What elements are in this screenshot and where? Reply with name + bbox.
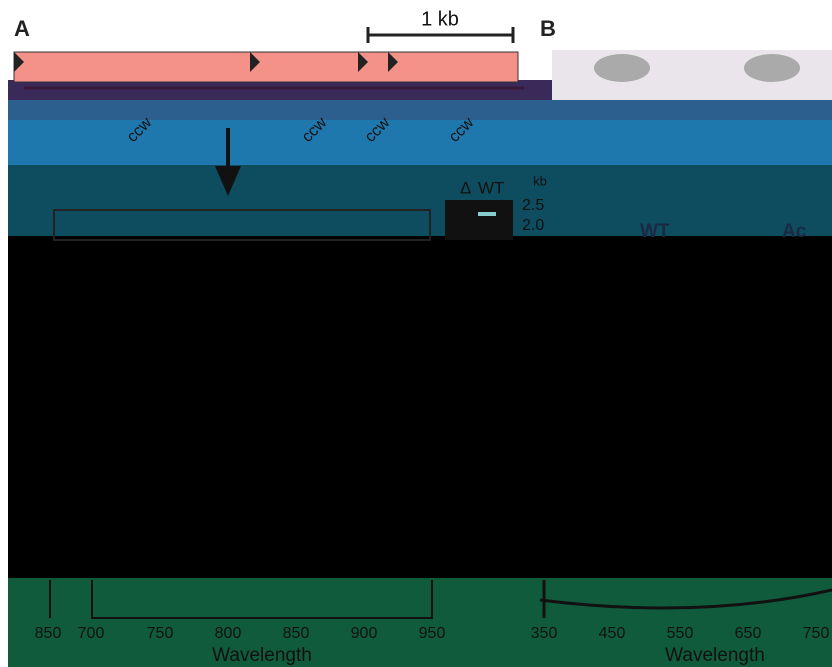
- panel-label: A: [14, 16, 30, 41]
- photo-label: WT: [640, 221, 670, 242]
- band: [8, 236, 832, 578]
- panel-label: B: [540, 16, 556, 41]
- x-tick-label: 700: [78, 625, 105, 642]
- gel-lane: WT: [478, 178, 504, 197]
- x-tick-label: 550: [667, 625, 694, 642]
- x-tick-label: 350: [531, 625, 558, 642]
- gel-marker: 2.0: [522, 217, 544, 234]
- photo-cap: [744, 54, 800, 82]
- x-tick-label: 900: [351, 625, 378, 642]
- x-tick-label: 650: [735, 625, 762, 642]
- band: [8, 100, 832, 122]
- gel-unit: kb: [533, 173, 547, 188]
- gene-track: [14, 52, 518, 82]
- x-tick-label: 800: [215, 625, 242, 642]
- x-tick-label: 850: [35, 625, 62, 642]
- x-axis-label: Wavelength: [665, 645, 765, 666]
- figure: A B 1 kb ccw ccw ccw ccw Δ WT kb 2.5 2.0…: [0, 0, 832, 667]
- x-axis-label: Wavelength: [212, 645, 312, 666]
- photo-label: Ac: [782, 221, 807, 242]
- x-tick-label: 750: [803, 625, 830, 642]
- scale-label: 1 kb: [421, 8, 459, 30]
- gel: [445, 200, 513, 240]
- x-tick-label: 450: [599, 625, 626, 642]
- x-tick-label: 950: [419, 625, 446, 642]
- x-tick-label: 750: [147, 625, 174, 642]
- band: [8, 165, 832, 237]
- gel-band: [478, 212, 496, 216]
- photo-cap: [594, 54, 650, 82]
- gel-marker: 2.5: [522, 197, 544, 214]
- x-tick-label: 850: [283, 625, 310, 642]
- gel-lane: Δ: [460, 178, 471, 197]
